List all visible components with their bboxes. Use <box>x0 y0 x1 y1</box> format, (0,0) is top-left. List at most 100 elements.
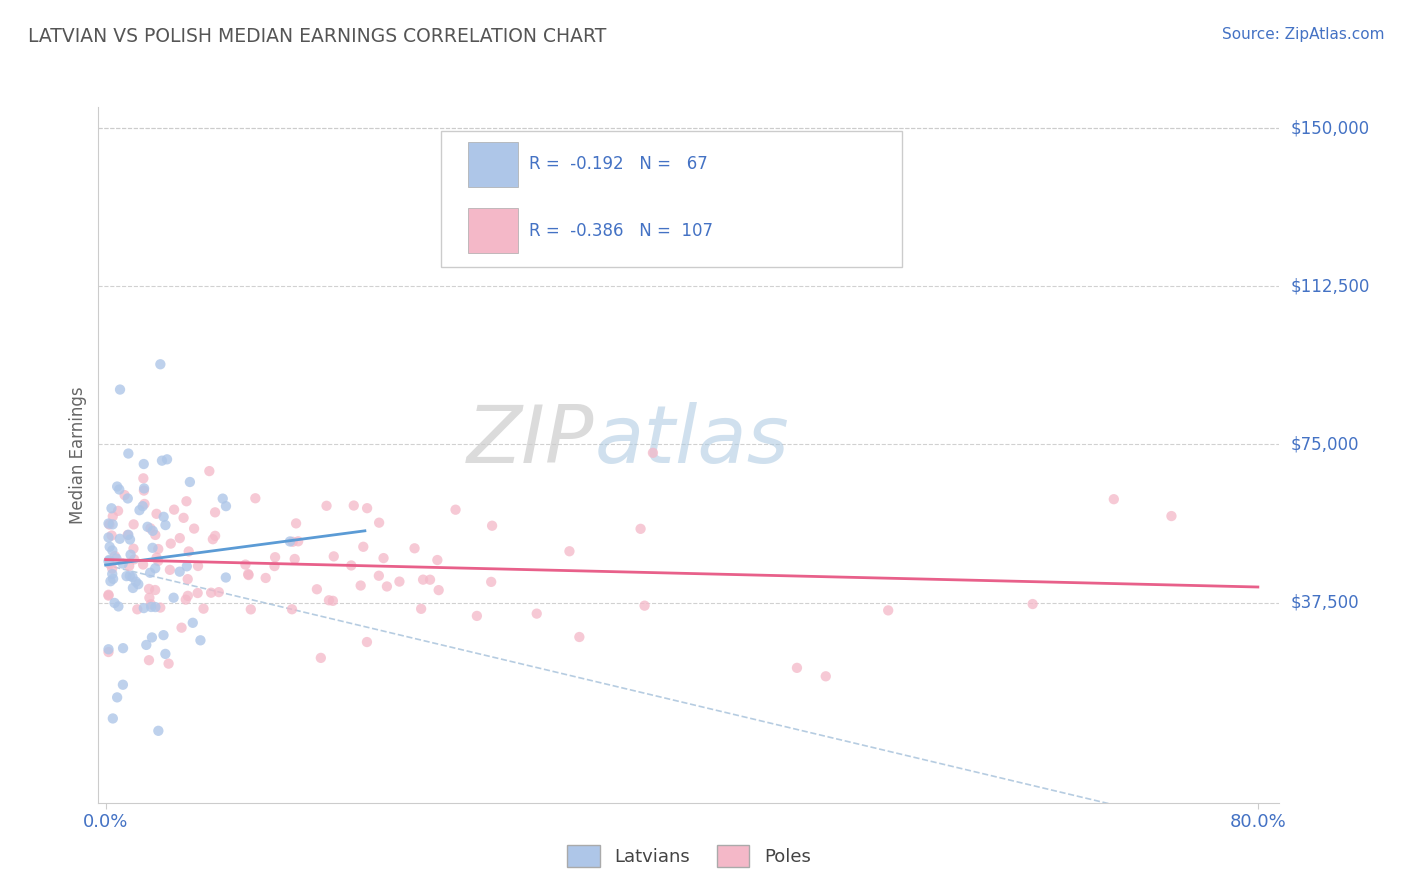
Point <box>132 483 155 498</box>
Point <box>215 499 238 513</box>
Point <box>309 651 332 665</box>
Point <box>155 647 177 661</box>
Point <box>139 597 162 611</box>
Point <box>143 561 166 575</box>
Point <box>633 599 655 613</box>
Point <box>187 559 209 574</box>
Point <box>139 566 162 580</box>
Point <box>179 475 201 489</box>
Point <box>146 554 169 568</box>
Point <box>375 579 398 593</box>
Point <box>479 574 502 589</box>
Point <box>245 491 267 506</box>
Point <box>100 501 122 516</box>
Point <box>177 589 200 603</box>
Point <box>141 541 163 555</box>
Point <box>121 570 143 584</box>
Point <box>208 585 231 599</box>
Point <box>135 638 157 652</box>
Point <box>105 479 128 493</box>
Point <box>388 574 411 589</box>
Point <box>104 549 127 563</box>
Point <box>411 602 433 616</box>
Point <box>356 635 378 649</box>
Point <box>97 645 120 659</box>
Point <box>284 552 307 566</box>
Point <box>254 571 277 585</box>
Point <box>138 591 160 605</box>
Point <box>103 596 125 610</box>
Point <box>125 574 148 589</box>
Point <box>117 491 139 506</box>
Point <box>239 602 262 616</box>
Point <box>101 561 124 575</box>
Point <box>1102 492 1125 507</box>
Point <box>169 531 191 545</box>
Point <box>568 630 591 644</box>
FancyBboxPatch shape <box>441 131 901 267</box>
Point <box>148 723 170 738</box>
Point <box>97 554 120 568</box>
Point <box>181 615 204 630</box>
Point <box>117 528 139 542</box>
Point <box>114 488 136 502</box>
Point <box>157 657 180 671</box>
Point <box>139 521 162 535</box>
Point <box>131 499 153 513</box>
Point <box>101 543 124 558</box>
Point <box>132 601 155 615</box>
Point <box>281 534 304 549</box>
Point <box>1160 509 1182 524</box>
Point <box>526 607 548 621</box>
Point <box>200 585 222 599</box>
Point <box>101 509 124 524</box>
Point <box>105 690 128 705</box>
Point <box>115 569 138 583</box>
Point <box>101 566 124 581</box>
Point <box>132 457 155 471</box>
Point <box>127 602 149 616</box>
Point <box>322 549 344 564</box>
Point <box>162 591 184 605</box>
Point <box>139 599 162 614</box>
Point <box>343 499 366 513</box>
Point <box>105 551 128 566</box>
Point <box>136 520 159 534</box>
Point <box>169 565 191 579</box>
Point <box>159 536 181 550</box>
Point <box>132 482 155 496</box>
Text: $112,500: $112,500 <box>1291 277 1369 295</box>
Text: atlas: atlas <box>595 402 789 480</box>
Point <box>132 471 155 485</box>
Point <box>318 593 340 607</box>
Point <box>786 661 808 675</box>
Point <box>118 558 141 573</box>
Point <box>149 600 172 615</box>
Point <box>238 567 260 582</box>
Point <box>117 446 139 460</box>
Point <box>201 533 224 547</box>
Text: LATVIAN VS POLISH MEDIAN EARNINGS CORRELATION CHART: LATVIAN VS POLISH MEDIAN EARNINGS CORREL… <box>28 27 606 45</box>
Point <box>356 501 378 516</box>
Point <box>108 483 131 497</box>
Point <box>285 516 308 531</box>
Point <box>264 550 287 565</box>
Point <box>641 446 664 460</box>
Text: R =  -0.192   N =   67: R = -0.192 N = 67 <box>530 155 709 173</box>
Point <box>170 621 193 635</box>
Point <box>367 568 389 582</box>
Point <box>108 532 131 546</box>
Point <box>176 494 198 508</box>
Legend: Latvians, Poles: Latvians, Poles <box>560 838 818 874</box>
Point <box>155 518 177 533</box>
Point <box>97 516 120 531</box>
Point <box>122 541 145 556</box>
Text: $75,000: $75,000 <box>1291 435 1360 453</box>
Point <box>100 528 122 542</box>
Point <box>281 602 304 616</box>
Point <box>148 542 170 557</box>
Point <box>97 530 120 544</box>
Point <box>238 568 260 582</box>
Point <box>263 559 285 574</box>
Point <box>152 509 174 524</box>
